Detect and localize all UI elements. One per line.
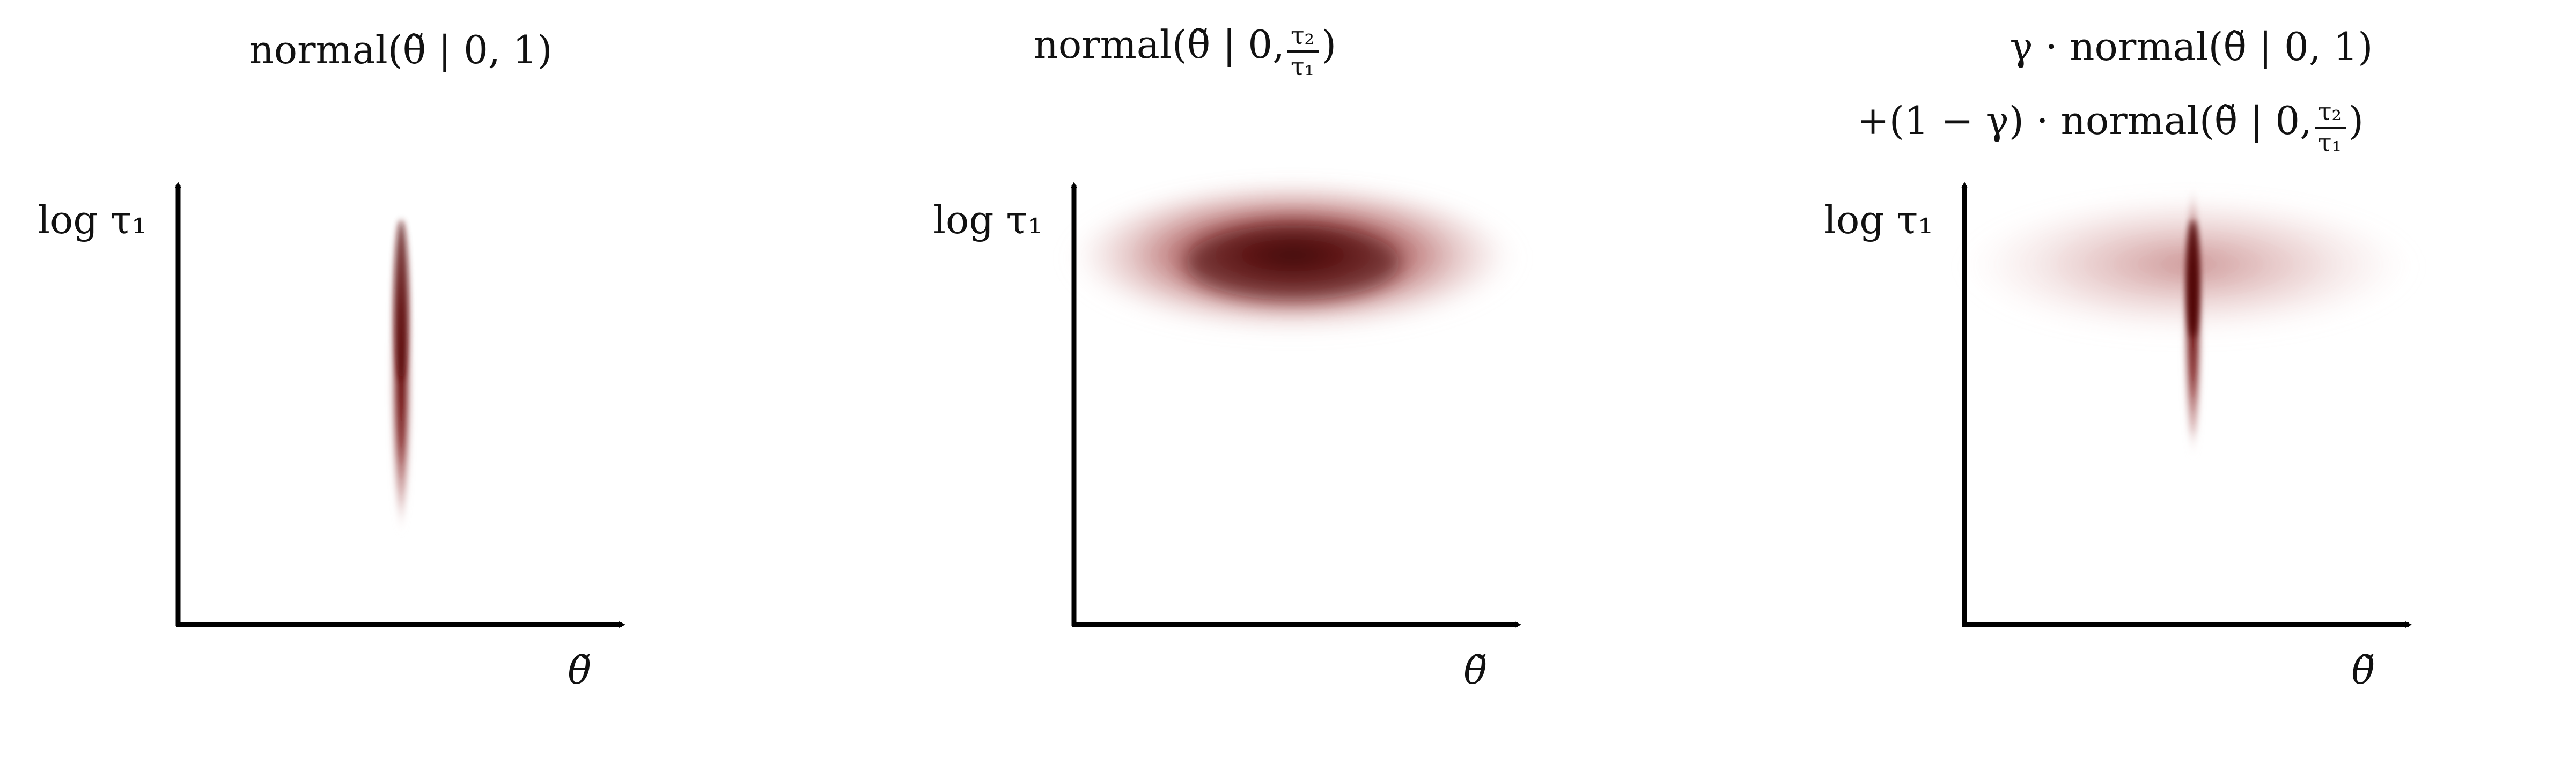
panel-right: γ · normal(θ̃ | 0, 1) +(1 − γ) · normal(… — [1824, 24, 2419, 693]
panel-right-x-label: θ̃ — [2351, 648, 2374, 693]
panel-right-title-frac-den: τ₁ — [2318, 128, 2342, 157]
panel-middle-title: normal(θ̃ | 0, τ₂ τ₁ ) — [1033, 21, 1336, 81]
panel-middle-title-frac-num: τ₂ — [1291, 21, 1314, 50]
panel-right-title-frac-num: τ₂ — [2318, 97, 2342, 126]
panel-right-y-label: log τ₁ — [1824, 197, 1933, 242]
panel-middle-density — [1062, 188, 1523, 348]
panel-middle-x-label: θ̃ — [1463, 648, 1486, 693]
panel-left-density — [376, 214, 429, 606]
panel-right-title-line2: +(1 − γ) · normal(θ̃ | 0, τ₂ τ₁ ) — [1857, 97, 2364, 157]
panel-right-title-line2-text: +(1 − γ) · normal(θ̃ | 0, — [1857, 98, 2312, 143]
panel-left-y-label: log τ₁ — [38, 197, 147, 242]
panel-right-title-suffix: ) — [2349, 98, 2364, 143]
panel-left-title: normal(θ̃ | 0, 1) — [249, 27, 552, 72]
panel-middle-y-label: log τ₁ — [933, 197, 1043, 242]
panel-right-title-line1: γ · normal(θ̃ | 0, 1) — [2010, 24, 2373, 69]
panel-middle-title-suffix: ) — [1321, 22, 1336, 67]
panel-right-density — [1958, 182, 2419, 483]
panel-left-x-label: θ̃ — [568, 648, 591, 693]
panel-left: normal(θ̃ | 0, 1) log τ₁ θ̃ — [38, 27, 625, 693]
panel-middle: normal(θ̃ | 0, τ₂ τ₁ ) log τ₁ θ̃ — [933, 21, 1523, 693]
panel-middle-title-text: normal(θ̃ | 0, — [1033, 22, 1285, 67]
panel-middle-title-frac-den: τ₁ — [1291, 52, 1314, 81]
